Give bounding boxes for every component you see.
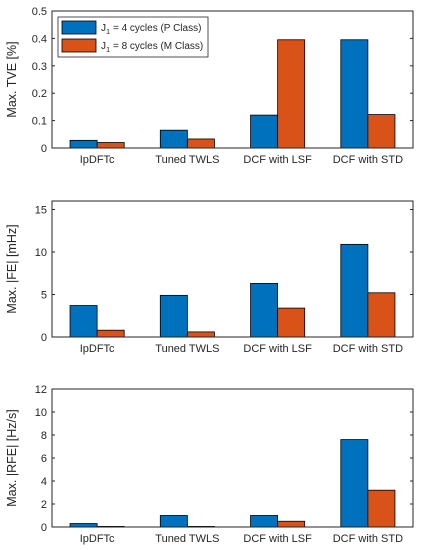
y-tick-label: 0.2 — [32, 88, 47, 100]
bar-2-s2-c2 — [186, 331, 215, 338]
y-axis-label: Max. |RFE| [Hz/s] — [5, 409, 19, 506]
bar-1-s2-c2 — [186, 138, 215, 149]
bar-3-s1-c2 — [159, 515, 188, 528]
bar-1-s2-c4 — [367, 114, 396, 149]
bar-1-s1-c3 — [250, 114, 279, 149]
x-tick-label: DCF with LSF — [243, 343, 312, 355]
x-tick-label: Tuned TWLS — [155, 533, 219, 545]
subplots: IpDFTc Tuned TWLS DCF with LSF DCF with STD… — [5, 6, 414, 545]
bar-2-s2-c3 — [277, 307, 306, 338]
bar-1-s2-c1 — [96, 142, 125, 149]
y-tick-label: 12 — [35, 384, 47, 396]
axes-box — [51, 200, 414, 338]
legend: J1 = 4 cycles (P Class) J1 = 8 cycles (M… — [57, 16, 209, 58]
y-tick-label: 0.4 — [32, 33, 47, 45]
axes-box — [51, 10, 414, 149]
bar-2-s1-c1 — [69, 305, 98, 338]
bar-1-s1-c4 — [340, 39, 369, 149]
y-tick-label: 6 — [41, 453, 47, 465]
y-tick-label: 0 — [41, 522, 47, 534]
bar-2-s1-c4 — [340, 243, 369, 338]
y-tick-label: 15 — [35, 205, 47, 217]
x-tick-label: IpDFTc — [80, 343, 115, 355]
y-tick-label: 2 — [41, 499, 47, 511]
legend-swatch-m-class — [61, 38, 97, 53]
x-tick-label: DCF with LSF — [243, 533, 312, 545]
x-tick-label: DCF with STD — [333, 533, 403, 545]
x-tick-label: DCF with STD — [333, 343, 403, 355]
x-tick-label: DCF with LSF — [243, 154, 312, 166]
legend-label-p-class: J1 = 4 cycles (P Class) — [101, 23, 201, 36]
bar-3-s2-c3 — [277, 520, 306, 528]
y-axis-label: Max. TVE [%] — [5, 41, 19, 117]
bar-1-s1-c1 — [69, 139, 98, 149]
bar-3-s1-c1 — [69, 523, 98, 528]
bar-2-s1-c3 — [250, 283, 279, 338]
subplot-2: IpDFTc Tuned TWLS DCF with LSF DCF with STD… — [5, 200, 414, 355]
axes-box — [51, 388, 414, 528]
y-tick-label: 10 — [35, 407, 47, 419]
x-tick-label: IpDFTc — [80, 533, 115, 545]
y-tick-label: 0 — [41, 143, 47, 155]
y-tick-label: 10 — [35, 247, 47, 259]
bar-1-s2-c3 — [277, 39, 306, 149]
bar-1-s1-c2 — [159, 129, 188, 149]
y-tick-label: 5 — [41, 290, 47, 302]
bar-3-s1-c3 — [250, 515, 279, 528]
x-tick-label: IpDFTc — [80, 154, 115, 166]
y-tick-label: 4 — [41, 476, 47, 488]
subplot-1: IpDFTc Tuned TWLS DCF with LSF DCF with STD… — [5, 6, 414, 166]
legend-label-m-class: J1 = 8 cycles (M Class) — [101, 41, 203, 54]
bar-2-s2-c1 — [96, 329, 125, 338]
bar-2-s1-c2 — [159, 294, 188, 338]
y-axis-label: Max. |FE| [mHz] — [5, 224, 19, 313]
x-tick-label: Tuned TWLS — [155, 154, 219, 166]
y-tick-label: 0.5 — [32, 6, 47, 18]
y-tick-label: 0.1 — [32, 116, 47, 128]
legend-swatch-p-class — [61, 20, 97, 35]
bar-3-s1-c4 — [340, 439, 369, 528]
y-tick-label: 0.3 — [32, 61, 47, 73]
bar-3-s2-c4 — [367, 489, 396, 528]
y-tick-label: 8 — [41, 430, 47, 442]
x-tick-label: DCF with STD — [333, 154, 403, 166]
y-tick-label: 0 — [41, 332, 47, 344]
bar-2-s2-c4 — [367, 292, 396, 338]
x-tick-label: Tuned TWLS — [155, 343, 219, 355]
subplot-3: IpDFTc Tuned TWLS DCF with LSF DCF with STD… — [5, 384, 414, 545]
